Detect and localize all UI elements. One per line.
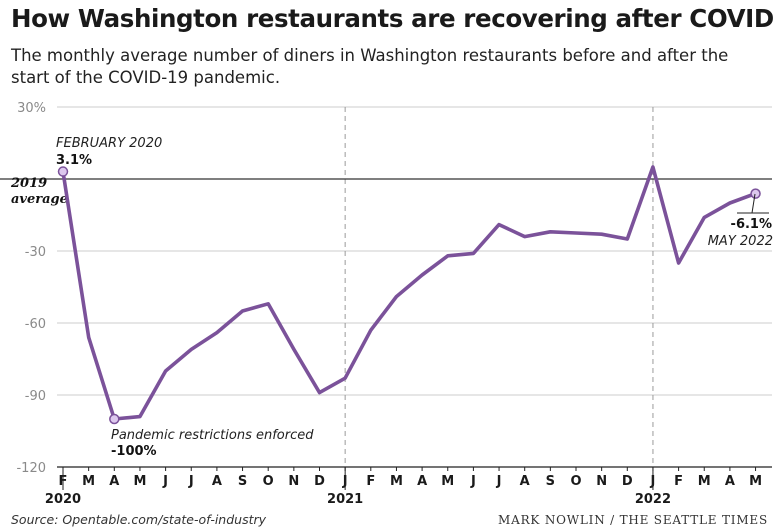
x-tick-label: S: [546, 474, 555, 489]
y-tick-label: -90: [25, 389, 46, 404]
annotation-restrictions-value: -100%: [111, 444, 157, 459]
year-label: 2022: [635, 492, 671, 507]
x-tick-label: O: [570, 474, 581, 489]
y-tick-label: 30%: [17, 101, 46, 116]
chart-title: How Washington restaurants are recoverin…: [11, 4, 774, 33]
x-tick-label: S: [238, 474, 247, 489]
year-dividers: [344, 107, 654, 467]
x-tick-label: M: [133, 474, 146, 489]
credit-line: MARK NOWLIN / THE SEATTLE TIMES: [498, 513, 768, 527]
year-label: 2021: [327, 492, 363, 507]
y-tick-label: -30: [25, 245, 46, 260]
reference-label-line1: 2019: [10, 176, 47, 191]
gridlines: [57, 106, 772, 468]
y-tick-label: -120: [16, 461, 46, 476]
x-tick-label: M: [82, 474, 95, 489]
x-tick-label: A: [212, 474, 222, 489]
x-tick-label: A: [109, 474, 119, 489]
annotation-markers: [57, 166, 761, 425]
x-tick-label: O: [263, 474, 274, 489]
x-tick-label: M: [390, 474, 403, 489]
annotation-marker: [109, 413, 120, 425]
x-tick-label: D: [314, 474, 325, 489]
annotation-may-2022-label: MAY 2022: [708, 234, 773, 249]
year-label: 2020: [45, 492, 81, 507]
annotation-marker: [57, 166, 69, 177]
annotation-marker: [750, 188, 761, 199]
x-axis-month-labels: FMAMJJASONDJFMAMJJASONDJFMAM: [59, 474, 762, 489]
series-line: [61, 165, 758, 421]
x-axis-year-labels: 2020 2021 2022: [45, 467, 671, 507]
x-tick-label: M: [698, 474, 711, 489]
x-tick-label: M: [749, 474, 762, 489]
chart-subtitle: The monthly average number of diners in …: [11, 46, 729, 87]
annotation-feb-2020-label: FEBRUARY 2020: [56, 136, 162, 151]
annotation-may-2022-leader: [751, 193, 756, 214]
x-tick-label: J: [162, 474, 168, 489]
source-note: Source: Opentable.com/state-of-industry: [11, 512, 267, 527]
x-tick-label: M: [441, 474, 454, 489]
x-tick-label: F: [366, 474, 375, 489]
x-tick-label: N: [288, 474, 299, 489]
x-tick-label: D: [622, 474, 633, 489]
y-axis-labels: 30% -30 -60 -90 -120: [16, 101, 46, 476]
annotation-feb-2020-value: 3.1%: [56, 153, 92, 168]
reference-label-line2: average: [11, 192, 68, 207]
x-tick-label: J: [188, 474, 194, 489]
x-tick-label: F: [674, 474, 683, 489]
x-tick-label: J: [470, 474, 476, 489]
x-tick-label: N: [596, 474, 607, 489]
annotation-may-2022-value: -6.1%: [731, 217, 772, 232]
x-tick-label: J: [496, 474, 502, 489]
x-tick-label: A: [725, 474, 735, 489]
x-tick-label: A: [520, 474, 530, 489]
x-tick-label: A: [417, 474, 427, 489]
annotation-restrictions-label: Pandemic restrictions enforced: [111, 428, 314, 443]
y-tick-label: -60: [25, 317, 46, 332]
